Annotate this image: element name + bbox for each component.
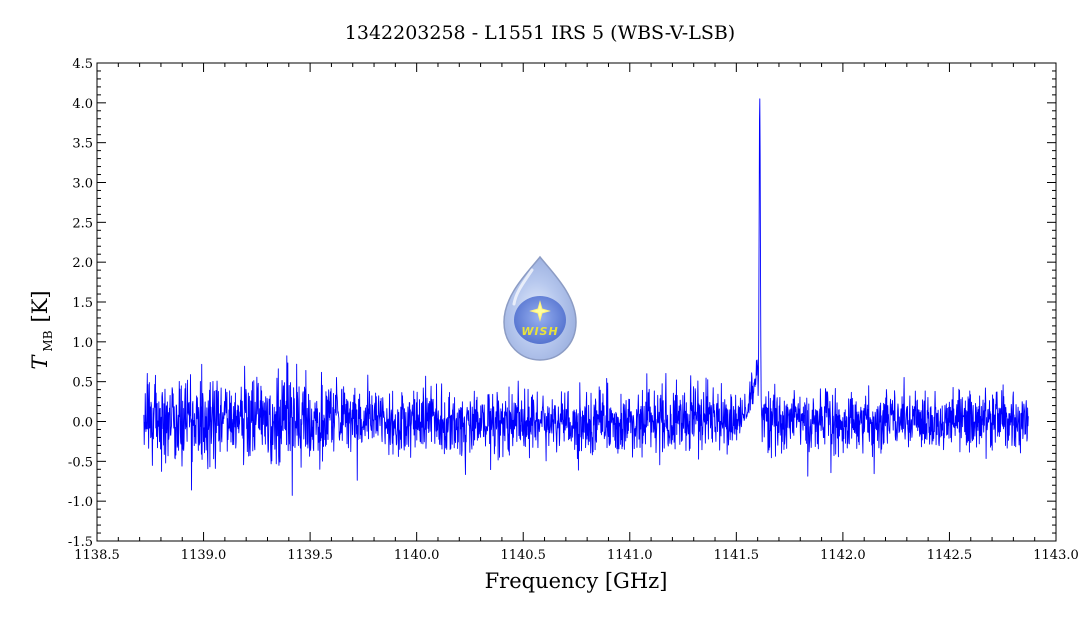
- y-axis-label: T MB [K]: [28, 290, 56, 369]
- y-tick-label: 1.0: [72, 336, 93, 351]
- y-tick-label: 3.0: [72, 177, 93, 192]
- chart-title: 1342203258 - L1551 IRS 5 (WBS-V-LSB): [345, 22, 735, 44]
- x-tick-label: 1138.5: [74, 548, 120, 563]
- spectrum-line: [143, 98, 1029, 496]
- svg-text:T MB [K]: T MB [K]: [28, 290, 56, 369]
- y-tick-label: 2.5: [72, 216, 93, 231]
- x-tick-label: 1139.0: [181, 548, 227, 563]
- x-tick-label: 1141.5: [714, 548, 760, 563]
- plot-frame: [96, 62, 1057, 542]
- y-tick-label: 0.5: [72, 376, 93, 391]
- x-tick-label: 1142.5: [927, 548, 973, 563]
- y-tick-label: 3.5: [72, 137, 93, 152]
- water-drop-star-logo: WISH: [503, 255, 577, 361]
- y-tick-label: 4.0: [72, 97, 93, 112]
- y-axis-label-unit: [K]: [28, 290, 52, 322]
- y-tick-label: -0.5: [68, 455, 93, 470]
- y-tick-label: 4.5: [72, 57, 93, 72]
- y-axis: -1.5 -1.0 -0.5 0.0 0.5 1.0 1.5 2.0 2.5 3.0 3.5 4.0 4…: [68, 57, 1056, 550]
- x-tick-label: 1139.5: [287, 548, 333, 563]
- star-icon: [529, 300, 551, 322]
- y-tick-label: 1.5: [72, 296, 93, 311]
- x-tick-label: 1140.0: [394, 548, 440, 563]
- x-tick-label: 1140.5: [500, 548, 546, 563]
- y-tick-label: 2.0: [72, 256, 93, 271]
- x-tick-label: 1143.0: [1033, 548, 1079, 563]
- x-tick-label: 1142.0: [820, 548, 866, 563]
- x-axis: 1138.5 1139.0 1139.5 1140.0 1140.5 1141.0 1141…: [74, 63, 1079, 563]
- logo-text: WISH: [521, 325, 558, 338]
- y-axis-label-subscript: MB: [41, 330, 55, 351]
- y-axis-label-symbol: T: [28, 354, 52, 370]
- x-axis-label: Frequency [GHz]: [485, 569, 668, 593]
- y-tick-label: -1.5: [68, 535, 93, 550]
- y-tick-label: -1.0: [68, 495, 93, 510]
- x-tick-label: 1141.0: [607, 548, 653, 563]
- y-tick-label: 0.0: [72, 416, 93, 431]
